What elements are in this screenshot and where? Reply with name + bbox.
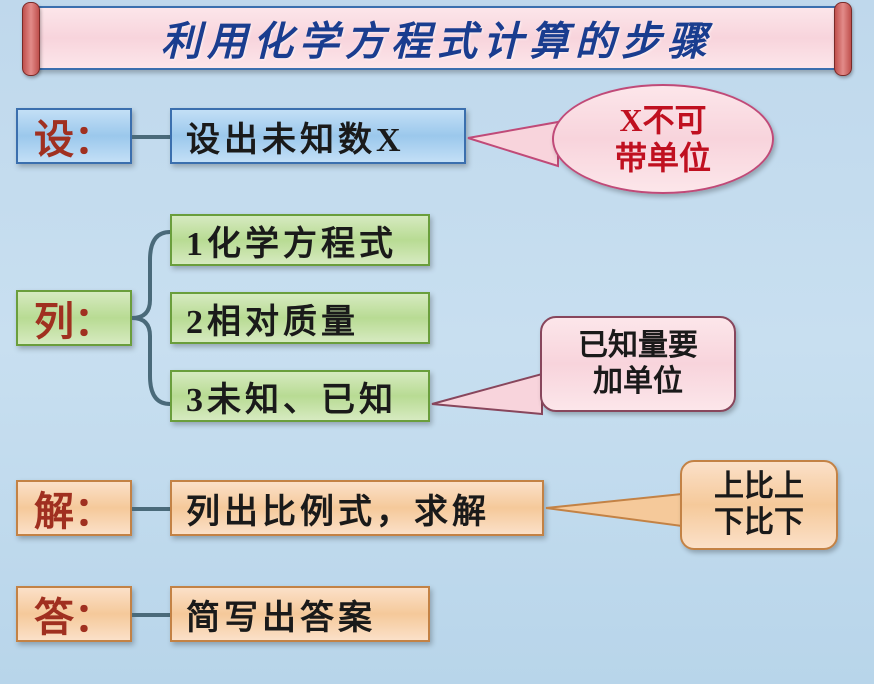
content-lie-1: 1化学方程式 xyxy=(170,214,430,266)
content-jie: 列出比例式，求解 xyxy=(170,480,544,536)
step-label-da-text: 答： xyxy=(34,585,114,643)
title-banner: 利用化学方程式计算的步骤 xyxy=(30,6,844,70)
content-lie-2-text: 2相对质量 xyxy=(186,294,359,343)
content-she-text: 设出未知数X xyxy=(186,112,405,161)
content-lie-3-text: 3未知、已知 xyxy=(186,372,397,421)
content-she: 设出未知数X xyxy=(170,108,466,164)
step-label-she-text: 设： xyxy=(34,107,114,165)
content-jie-text: 列出比例式，求解 xyxy=(186,484,490,533)
content-lie-1-text: 1化学方程式 xyxy=(186,216,397,265)
bracket-lie xyxy=(132,220,170,416)
step-label-she: 设： xyxy=(16,108,132,164)
connector-da xyxy=(132,613,170,617)
content-da-text: 简写出答案 xyxy=(186,590,376,639)
callout-ratio-line1: 上比上 xyxy=(714,469,804,505)
callout-known-tail xyxy=(430,372,550,432)
content-da: 简写出答案 xyxy=(170,586,430,642)
callout-known-line1: 已知量要 xyxy=(578,328,698,364)
callout-x-line1: X不可 xyxy=(619,101,706,139)
connector-she xyxy=(132,135,170,139)
title-text: 利用化学方程式计算的步骤 xyxy=(161,9,713,67)
content-lie-2: 2相对质量 xyxy=(170,292,430,344)
step-label-lie: 列： xyxy=(16,290,132,346)
callout-x-line2: 带单位 xyxy=(615,139,711,177)
connector-jie xyxy=(132,507,170,511)
callout-ratio-tail xyxy=(544,488,684,538)
step-label-da: 答： xyxy=(16,586,132,642)
content-lie-3: 3未知、已知 xyxy=(170,370,430,422)
step-label-lie-text: 列： xyxy=(34,289,114,347)
callout-ratio-line2: 下比下 xyxy=(714,505,804,541)
callout-x-no-unit: X不可 带单位 xyxy=(552,84,774,194)
callout-known-line2: 加单位 xyxy=(593,364,683,400)
step-label-jie-text: 解： xyxy=(34,479,114,537)
callout-x-tail xyxy=(466,118,566,178)
callout-ratio-rule: 上比上 下比下 xyxy=(680,460,838,550)
step-label-jie: 解： xyxy=(16,480,132,536)
callout-known-unit: 已知量要 加单位 xyxy=(540,316,736,412)
